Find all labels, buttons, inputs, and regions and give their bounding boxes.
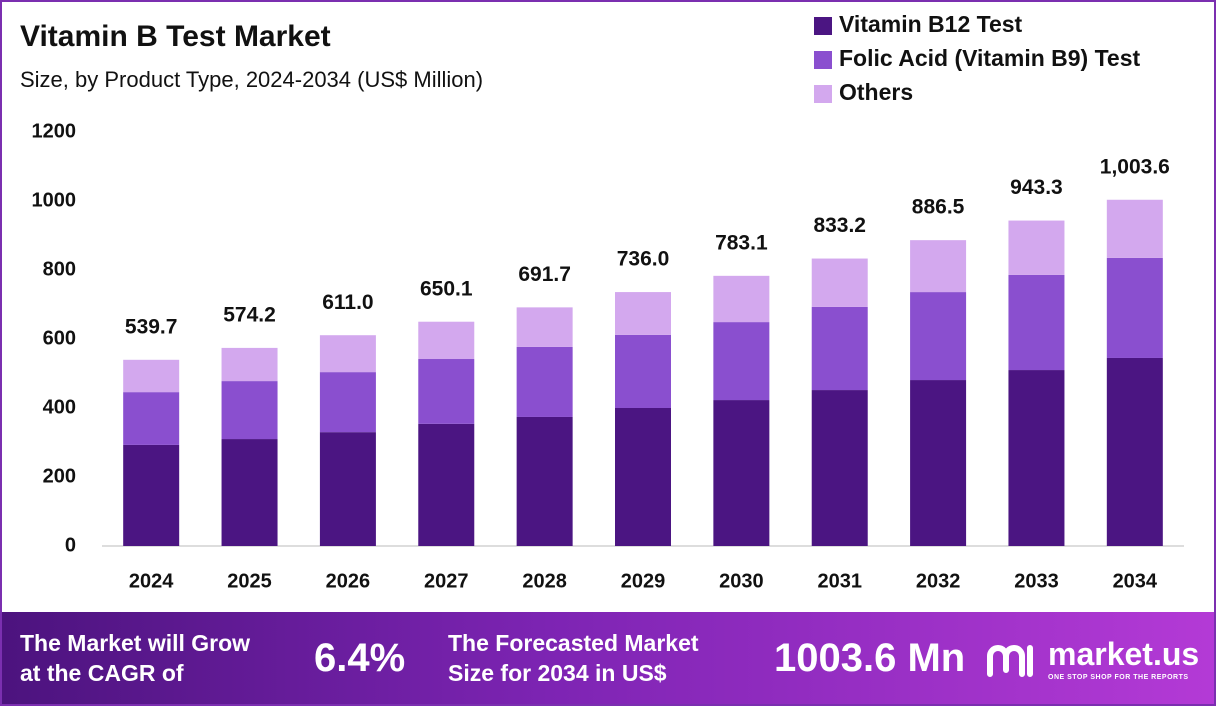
bar-segment <box>713 275 770 323</box>
cagr-text: The Market will Grow at the CAGR of <box>20 628 250 688</box>
bar-segment <box>1106 357 1163 546</box>
total-label: 886.5 <box>912 196 965 219</box>
bar-segment <box>418 359 475 424</box>
footer-banner: The Market will Grow at the CAGR of 6.4% … <box>2 612 1214 704</box>
bar-segment <box>811 258 868 307</box>
text-line: The Market will Grow <box>20 630 251 656</box>
x-tick-label: 2033 <box>1014 570 1059 592</box>
legend-label: Folic Acid (Vitamin B9) Test <box>839 45 1141 71</box>
bar-segment <box>221 381 278 440</box>
bar-segment <box>1106 257 1163 358</box>
total-label: 691.7 <box>518 263 571 286</box>
bar-segment <box>221 439 278 546</box>
total-label: 1,003.6 <box>1100 155 1170 178</box>
x-tick-label: 2031 <box>817 570 862 592</box>
bar-segment <box>1106 199 1163 258</box>
y-tick-label: 200 <box>43 465 76 487</box>
bar-segment <box>910 380 967 546</box>
x-tick-label: 2024 <box>129 570 174 592</box>
bar-segment <box>615 334 671 408</box>
y-tick-label: 600 <box>43 327 76 349</box>
bar-segment <box>123 392 180 445</box>
total-label: 943.3 <box>1010 176 1063 199</box>
bar-segment <box>713 400 770 546</box>
bar-segment <box>418 423 475 546</box>
bar-segment <box>516 307 573 347</box>
x-tick-label: 2027 <box>424 570 469 592</box>
chart: Vitamin B Test Market Size, by Product T… <box>20 11 1184 592</box>
bar-segment <box>1008 370 1065 546</box>
brand-logo <box>987 645 1033 677</box>
bar-segment <box>123 359 180 393</box>
total-label: 833.2 <box>813 214 866 237</box>
bar-segment <box>418 321 475 360</box>
bar-segment <box>123 444 180 546</box>
cagr-value: 6.4% <box>314 636 406 680</box>
bar-segment <box>221 347 278 382</box>
x-tick-label: 2026 <box>326 570 371 592</box>
total-label: 611.0 <box>322 291 373 314</box>
y-tick-label: 1200 <box>32 120 77 142</box>
x-tick-label: 2029 <box>621 570 666 592</box>
legend-label: Others <box>839 79 913 105</box>
y-tick-label: 0 <box>65 534 76 556</box>
brand-tagline: ONE STOP SHOP FOR THE REPORTS <box>1048 674 1189 681</box>
total-label: 650.1 <box>420 277 473 300</box>
chart-title: Vitamin B Test Market <box>20 20 331 53</box>
bar-segment <box>910 240 967 293</box>
x-tick-label: 2030 <box>719 570 764 592</box>
bar-segment <box>811 306 868 391</box>
bar-segment <box>319 372 376 433</box>
text-line: at the CAGR of <box>20 660 184 686</box>
bar-segment <box>615 408 671 546</box>
bar-segment <box>319 335 376 373</box>
text-line: Size for 2034 in US$ <box>448 660 667 686</box>
total-label: 736.0 <box>617 248 670 271</box>
y-tick-label: 800 <box>43 258 76 280</box>
text-line: The Forecasted Market <box>448 630 699 656</box>
x-tick-label: 2032 <box>916 570 961 592</box>
x-tick-label: 2028 <box>522 570 567 592</box>
bar-segment <box>516 346 573 417</box>
forecast-text: The Forecasted Market Size for 2034 in US… <box>448 628 699 688</box>
bar-segment <box>713 322 770 401</box>
total-label: 539.7 <box>125 315 178 338</box>
chart-subtitle: Size, by Product Type, 2024-2034 (US$ Mi… <box>20 67 483 92</box>
y-tick-label: 1000 <box>32 189 77 211</box>
bar-segment <box>516 416 573 546</box>
legend-swatch <box>814 17 832 35</box>
total-label: 783.1 <box>715 231 768 254</box>
bar-segment <box>1008 220 1065 275</box>
x-tick-label: 2025 <box>227 570 272 592</box>
bar-segment <box>910 292 967 381</box>
x-tick-label: 2034 <box>1113 570 1158 592</box>
legend-swatch <box>814 51 832 69</box>
bar-segment <box>615 292 671 335</box>
bar-segment <box>319 432 376 546</box>
brand-name: market.us <box>1048 636 1200 672</box>
total-label: 574.2 <box>223 303 276 326</box>
legend-label: Vitamin B12 Test <box>839 11 1023 37</box>
bar-segment <box>811 390 868 546</box>
y-tick-label: 400 <box>43 396 76 418</box>
forecast-value: 1003.6 Mn <box>774 636 966 680</box>
legend-swatch <box>814 85 832 103</box>
bar-segment <box>1008 274 1065 371</box>
